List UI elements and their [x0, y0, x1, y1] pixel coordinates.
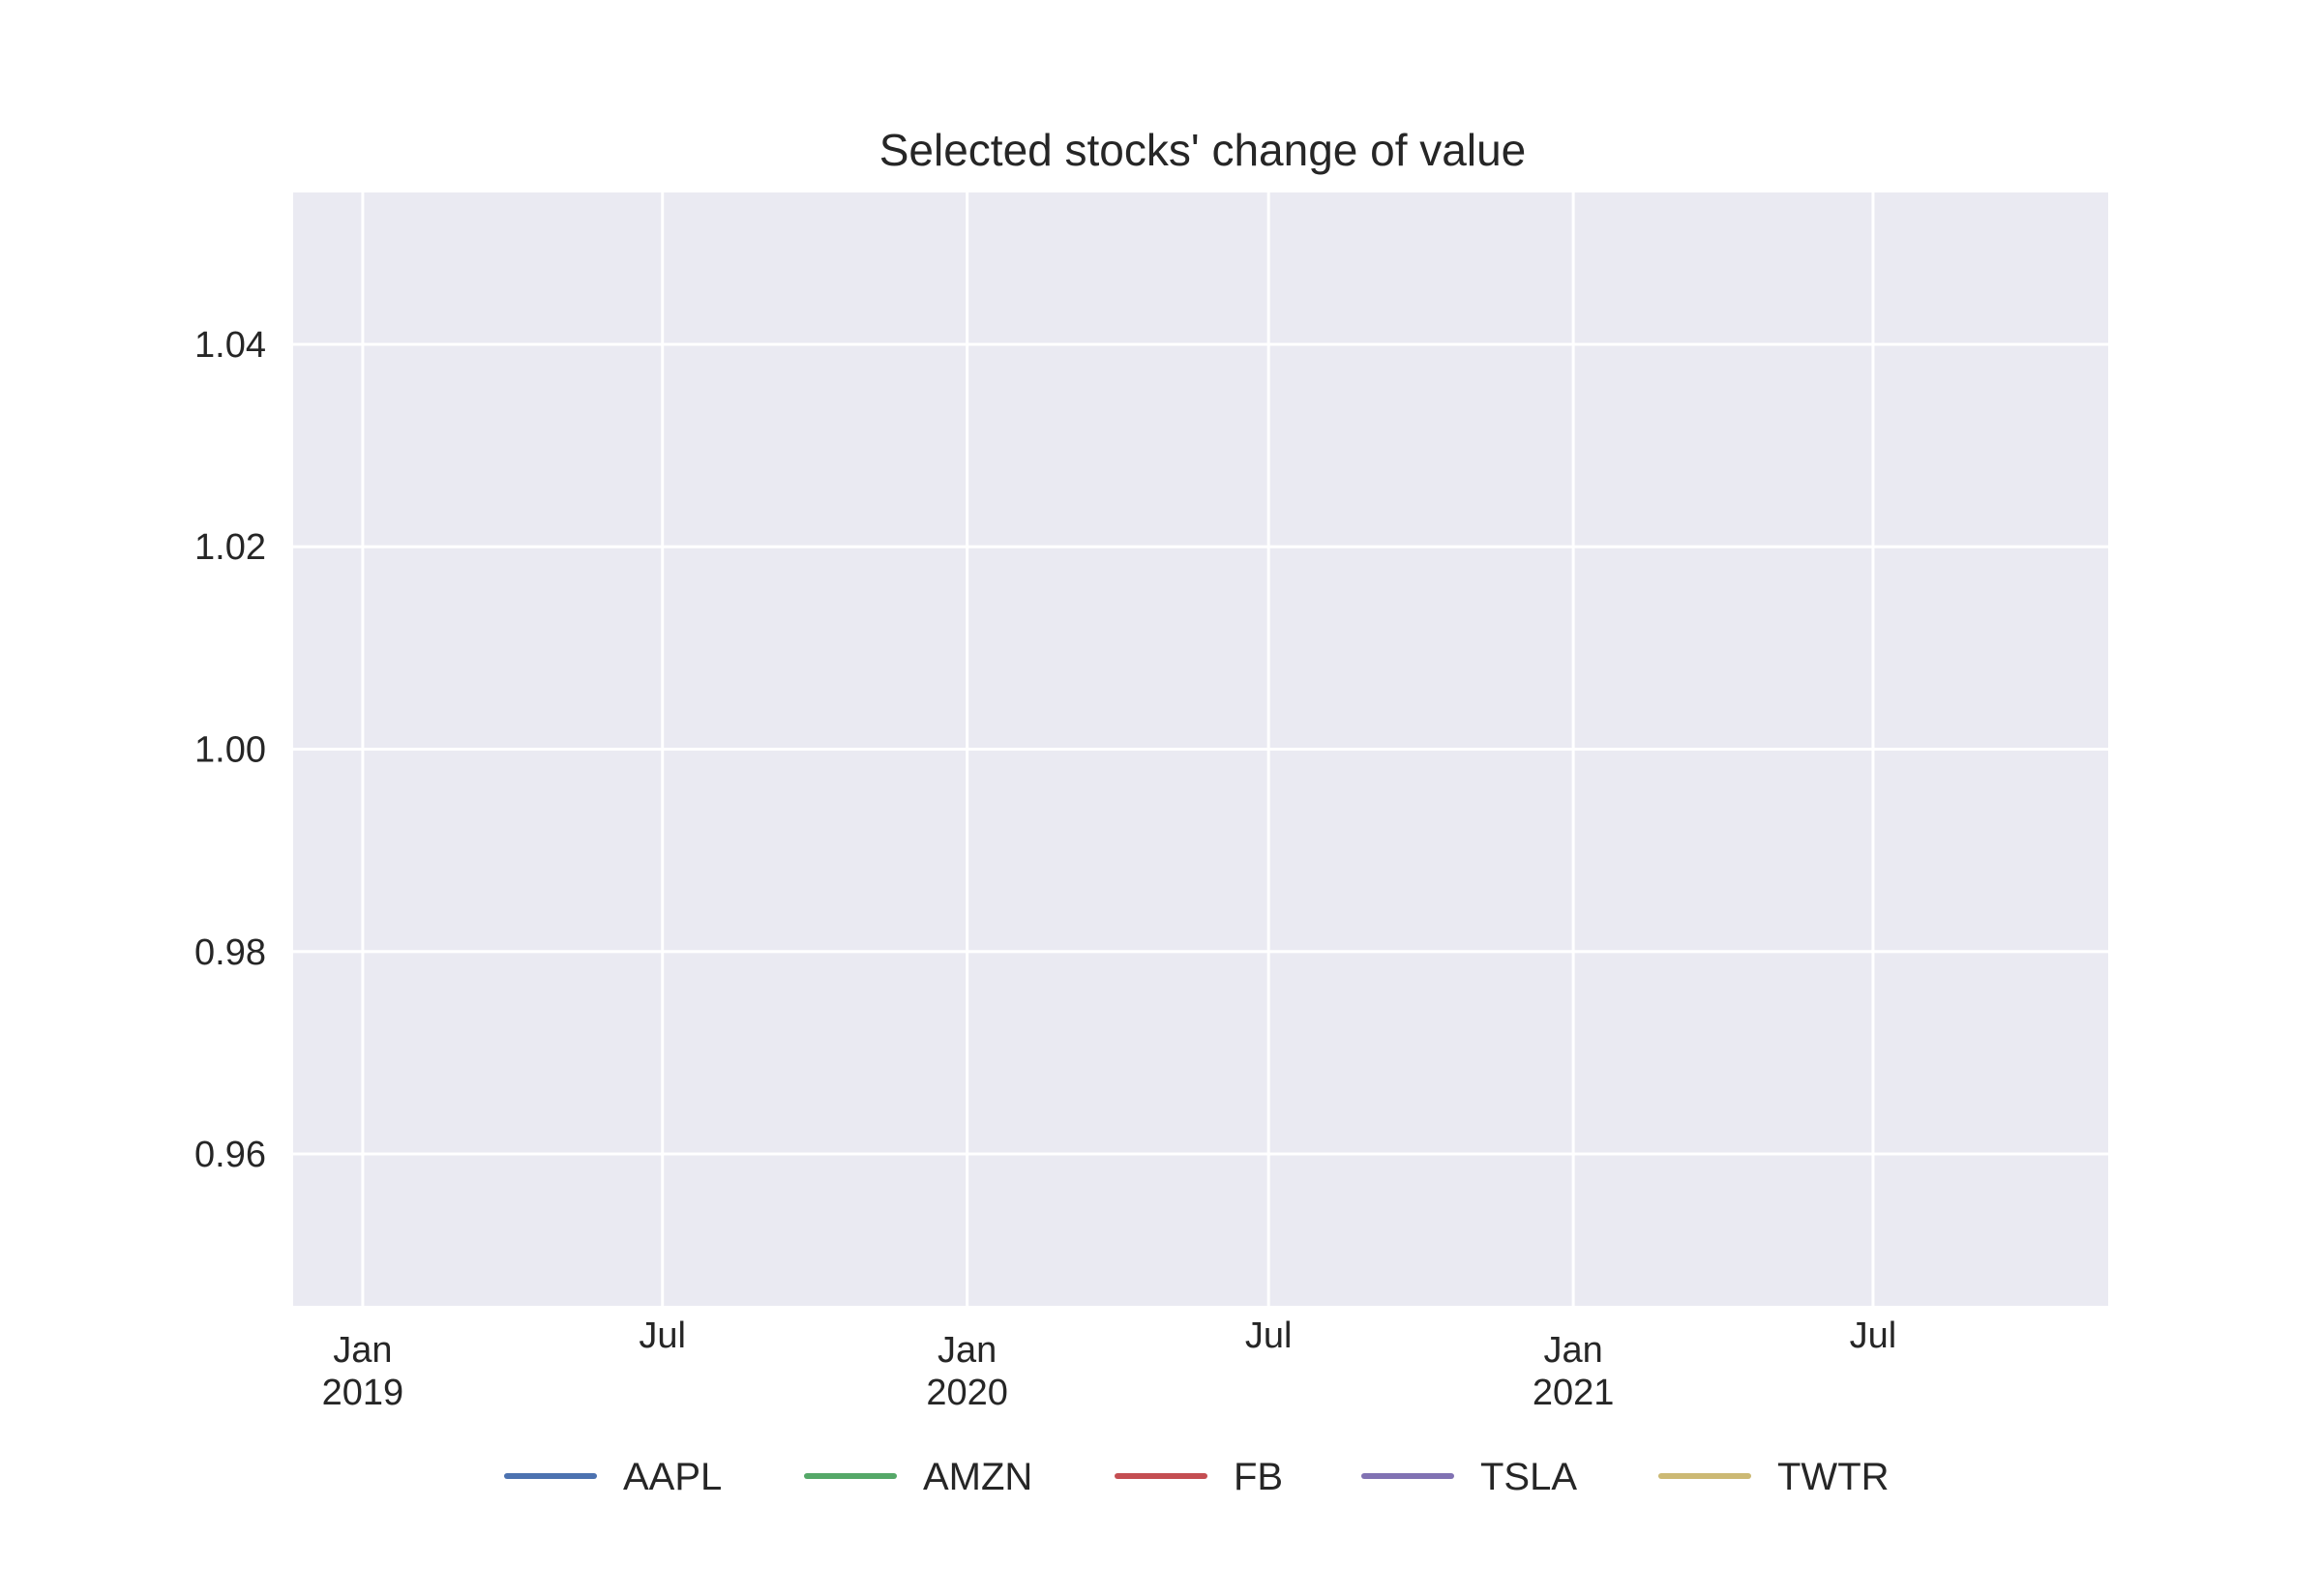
x-tick-label: Jan: [938, 1330, 997, 1371]
y-axis-ticks: 0.96 0.98 1.00 1.02 1.04: [194, 325, 266, 1175]
x-tick-label: Jul: [1850, 1315, 1897, 1356]
legend-item-twtr: TWTR: [1658, 1456, 1890, 1498]
y-tick-label: 1.04: [194, 325, 266, 366]
legend-label: AMZN: [923, 1456, 1032, 1498]
x-tick-label: Jan: [333, 1330, 392, 1371]
y-tick-label: 0.96: [194, 1135, 266, 1175]
x-tick-year-label: 2021: [1533, 1373, 1615, 1413]
x-tick-year-label: 2019: [322, 1373, 404, 1413]
legend-item-tsla: TSLA: [1361, 1456, 1577, 1498]
legend-label: TSLA: [1480, 1456, 1577, 1498]
legend-label: FB: [1234, 1456, 1283, 1498]
legend-label: AAPL: [623, 1456, 722, 1498]
y-tick-label: 1.02: [194, 527, 266, 568]
y-tick-label: 1.00: [194, 730, 266, 771]
legend-label: TWTR: [1777, 1456, 1890, 1498]
x-tick-year-label: 2020: [926, 1373, 1008, 1413]
legend: AAPL AMZN FB TSLA TWTR: [504, 1456, 1890, 1498]
legend-item-amzn: AMZN: [804, 1456, 1032, 1498]
grid-lines: [293, 192, 2108, 1306]
x-tick-label: Jul: [639, 1315, 686, 1356]
legend-item-fb: FB: [1115, 1456, 1283, 1498]
x-tick-label: Jul: [1245, 1315, 1293, 1356]
x-tick-label: Jan: [1543, 1330, 1602, 1371]
chart-title: Selected stocks' change of value: [879, 125, 1527, 175]
y-tick-label: 0.98: [194, 932, 266, 973]
legend-item-aapl: AAPL: [504, 1456, 722, 1498]
